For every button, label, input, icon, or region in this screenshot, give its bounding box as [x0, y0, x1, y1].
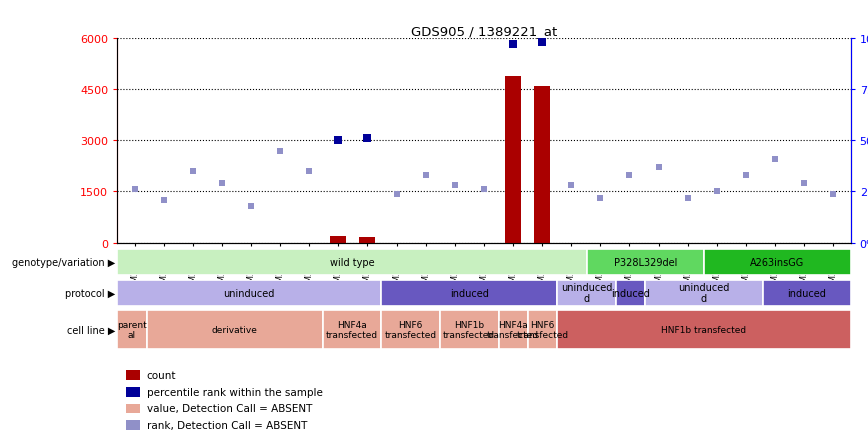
- Bar: [704, 250, 851, 276]
- Bar: [147, 310, 323, 349]
- Bar: [117, 250, 587, 276]
- Bar: [331, 236, 346, 243]
- Text: induced: induced: [611, 288, 650, 298]
- Text: percentile rank within the sample: percentile rank within the sample: [147, 387, 323, 397]
- Text: derivative: derivative: [212, 326, 258, 334]
- Text: wild type: wild type: [330, 258, 374, 267]
- Text: genotype/variation ▶: genotype/variation ▶: [12, 258, 115, 267]
- Bar: [616, 280, 645, 306]
- Bar: [534, 87, 550, 243]
- Text: P328L329del: P328L329del: [614, 258, 677, 267]
- Text: HNF1b transfected: HNF1b transfected: [661, 326, 746, 334]
- Text: uninduced: uninduced: [224, 288, 275, 298]
- Text: value, Detection Call = ABSENT: value, Detection Call = ABSENT: [147, 404, 312, 413]
- Bar: [763, 280, 851, 306]
- Bar: [505, 76, 521, 243]
- Bar: [359, 237, 376, 243]
- Bar: [381, 280, 557, 306]
- Bar: [323, 310, 381, 349]
- Bar: [557, 280, 616, 306]
- Text: HNF6
transfected: HNF6 transfected: [385, 320, 437, 339]
- Text: induced: induced: [450, 288, 489, 298]
- Text: HNF4a
transfected: HNF4a transfected: [487, 320, 539, 339]
- Bar: [557, 310, 851, 349]
- Bar: [498, 310, 528, 349]
- Text: parent
al: parent al: [117, 320, 147, 339]
- Text: HNF6
transfected: HNF6 transfected: [516, 320, 569, 339]
- Text: count: count: [147, 371, 176, 380]
- Text: A263insGG: A263insGG: [750, 258, 805, 267]
- Title: GDS905 / 1389221_at: GDS905 / 1389221_at: [411, 25, 557, 38]
- Text: uninduced
d: uninduced d: [561, 282, 612, 304]
- Bar: [587, 250, 704, 276]
- Text: uninduced
d: uninduced d: [678, 282, 730, 304]
- Text: HNF1b
transfected: HNF1b transfected: [444, 320, 496, 339]
- Bar: [528, 310, 557, 349]
- Bar: [440, 310, 498, 349]
- Text: induced: induced: [787, 288, 826, 298]
- Bar: [645, 280, 763, 306]
- Text: rank, Detection Call = ABSENT: rank, Detection Call = ABSENT: [147, 420, 307, 430]
- Bar: [381, 310, 440, 349]
- Text: HNF4a
transfected: HNF4a transfected: [326, 320, 378, 339]
- Bar: [117, 280, 381, 306]
- Bar: [117, 310, 147, 349]
- Text: protocol ▶: protocol ▶: [65, 288, 115, 298]
- Text: cell line ▶: cell line ▶: [67, 325, 115, 335]
